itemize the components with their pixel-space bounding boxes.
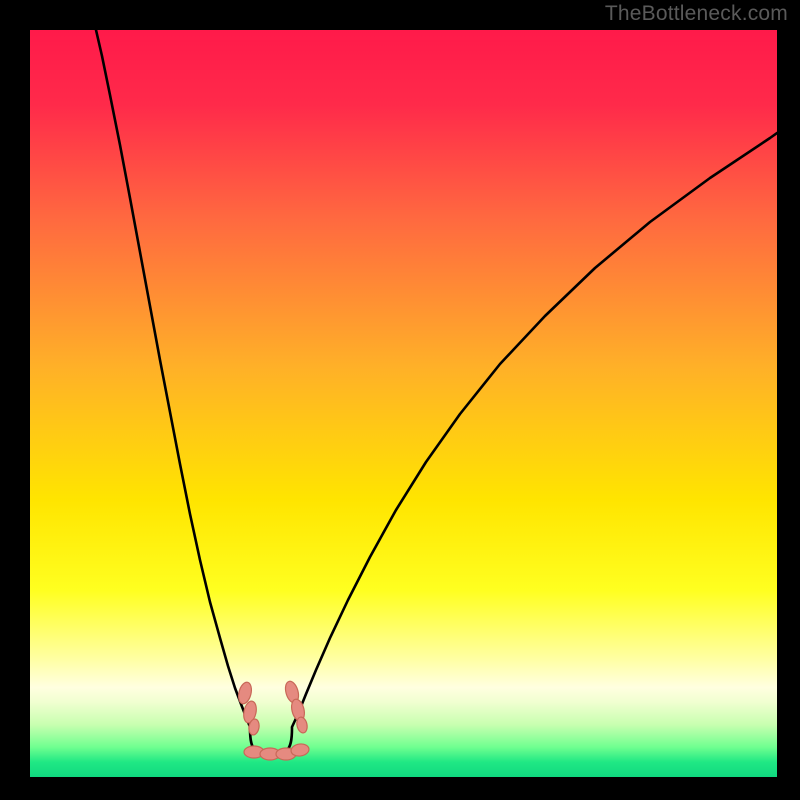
curve-right-branch [292,133,777,727]
plot-area [30,30,777,777]
curve-left-branch [96,30,250,727]
watermark-text: TheBottleneck.com [605,2,788,26]
data-bead [290,743,309,757]
data-bead [295,716,308,734]
curve-layer [30,30,777,777]
